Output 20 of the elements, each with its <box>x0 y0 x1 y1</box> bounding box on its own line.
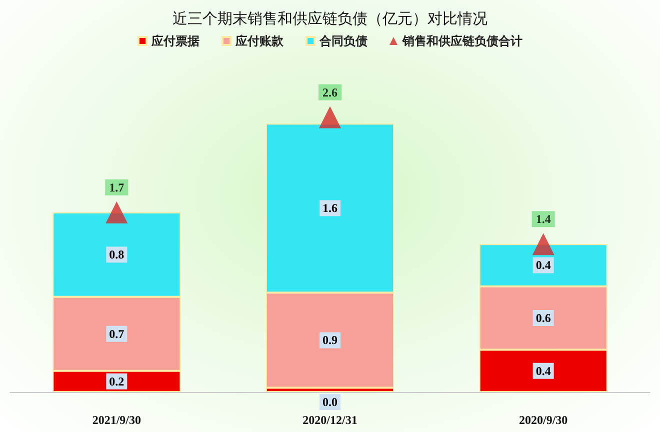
data-label: 0.4 <box>536 364 551 378</box>
data-label: 0.7 <box>109 326 124 341</box>
data-label: 0.8 <box>109 248 124 262</box>
x-tick-label: 2021/9/30 <box>92 413 142 427</box>
data-label: 1.6 <box>322 201 338 216</box>
text: 近三个期末销售和供应链负债（亿元）对比情况 <box>172 10 488 28</box>
legend-label: 应付账款 <box>234 34 284 48</box>
x-tick-label: 2020/9/30 <box>518 413 568 427</box>
legend-label: 应付票据 <box>150 34 200 48</box>
data-label: 0.4 <box>536 258 551 272</box>
data-label: 1.4 <box>536 212 551 226</box>
legend-label: 销售和供应链负债合计 <box>402 34 522 48</box>
legend-label: 合同负债 <box>318 34 368 48</box>
data-label: 0.6 <box>536 311 551 326</box>
x-tick-label: 2020/12/31 <box>302 413 358 427</box>
data-label: 0.0 <box>322 395 338 409</box>
data-label: 0.9 <box>322 333 338 348</box>
data-label: 1.7 <box>109 180 124 194</box>
data-label: 0.2 <box>109 374 124 388</box>
data-label: 2.6 <box>322 85 338 100</box>
